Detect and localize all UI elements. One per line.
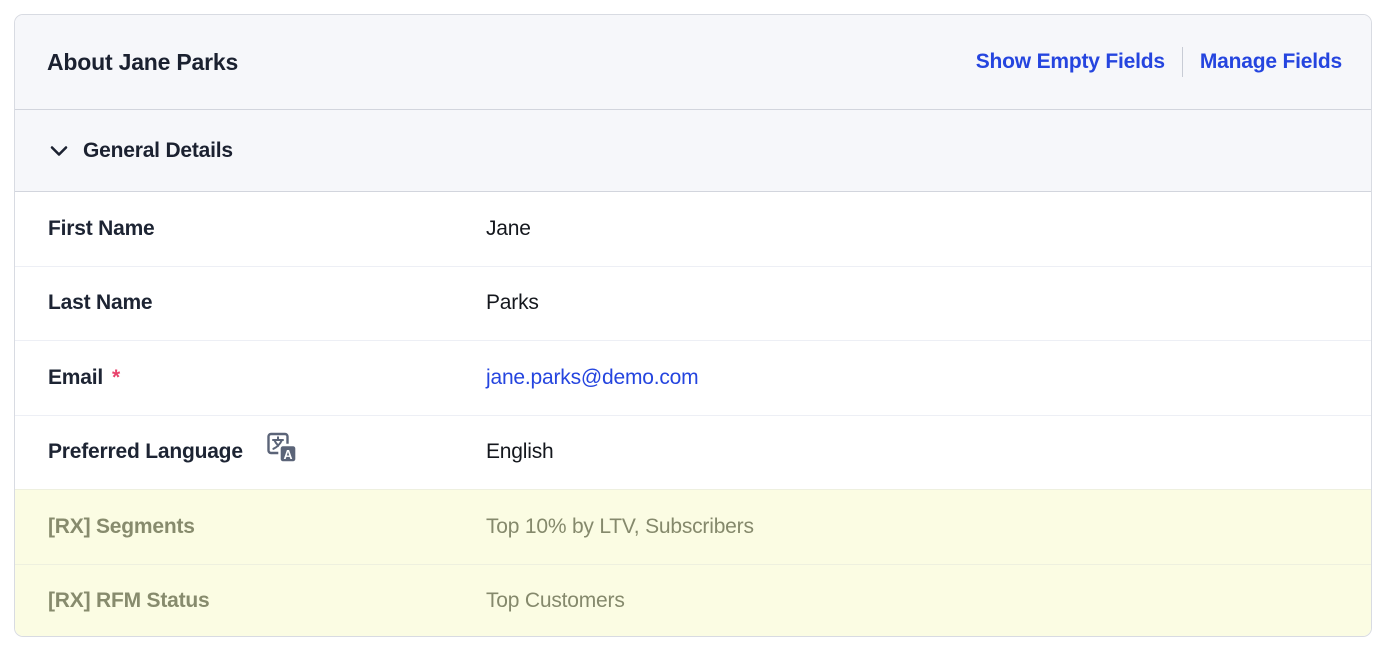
field-value: Top Customers bbox=[486, 589, 625, 613]
field-row-email: Email * jane.parks@demo.com bbox=[15, 340, 1371, 415]
chevron-down-icon bbox=[50, 145, 68, 156]
field-value: Parks bbox=[486, 291, 539, 315]
field-label: Email bbox=[48, 365, 104, 389]
field-label: [RX] RFM Status bbox=[48, 589, 210, 613]
field-row-last-name: Last Name Parks bbox=[15, 265, 1371, 340]
card-title: About Jane Parks bbox=[47, 48, 239, 75]
action-divider bbox=[1181, 47, 1183, 77]
field-row-rx-segments: [RX] Segments Top 10% by LTV, Subscriber… bbox=[15, 489, 1371, 564]
field-value: Jane bbox=[486, 216, 531, 240]
field-label: Last Name bbox=[48, 291, 153, 315]
header-actions: Show Empty Fields Manage Fields bbox=[976, 47, 1342, 77]
about-contact-card: About Jane Parks Show Empty Fields Manag… bbox=[14, 14, 1372, 637]
manage-fields-link[interactable]: Manage Fields bbox=[1199, 50, 1342, 73]
field-label: Preferred Language bbox=[48, 440, 243, 464]
svg-text:A: A bbox=[283, 448, 292, 462]
section-title: General Details bbox=[83, 138, 233, 162]
translate-icon: A bbox=[267, 433, 298, 464]
field-row-first-name: First Name Jane bbox=[15, 191, 1371, 266]
field-value: Top 10% by LTV, Subscribers bbox=[486, 514, 754, 538]
field-label: [RX] Segments bbox=[48, 514, 195, 538]
show-empty-fields-link[interactable]: Show Empty Fields bbox=[975, 50, 1165, 73]
field-row-rx-rfm-status: [RX] RFM Status Top Customers bbox=[15, 563, 1371, 636]
general-details-section-toggle[interactable]: General Details bbox=[15, 109, 1371, 191]
field-label: First Name bbox=[48, 216, 155, 240]
field-value: English bbox=[486, 440, 554, 464]
field-row-preferred-language: Preferred Language A English bbox=[15, 414, 1371, 489]
card-header: About Jane Parks Show Empty Fields Manag… bbox=[15, 15, 1371, 109]
email-link[interactable]: jane.parks@demo.com bbox=[486, 365, 699, 389]
required-asterisk: * bbox=[112, 365, 121, 389]
